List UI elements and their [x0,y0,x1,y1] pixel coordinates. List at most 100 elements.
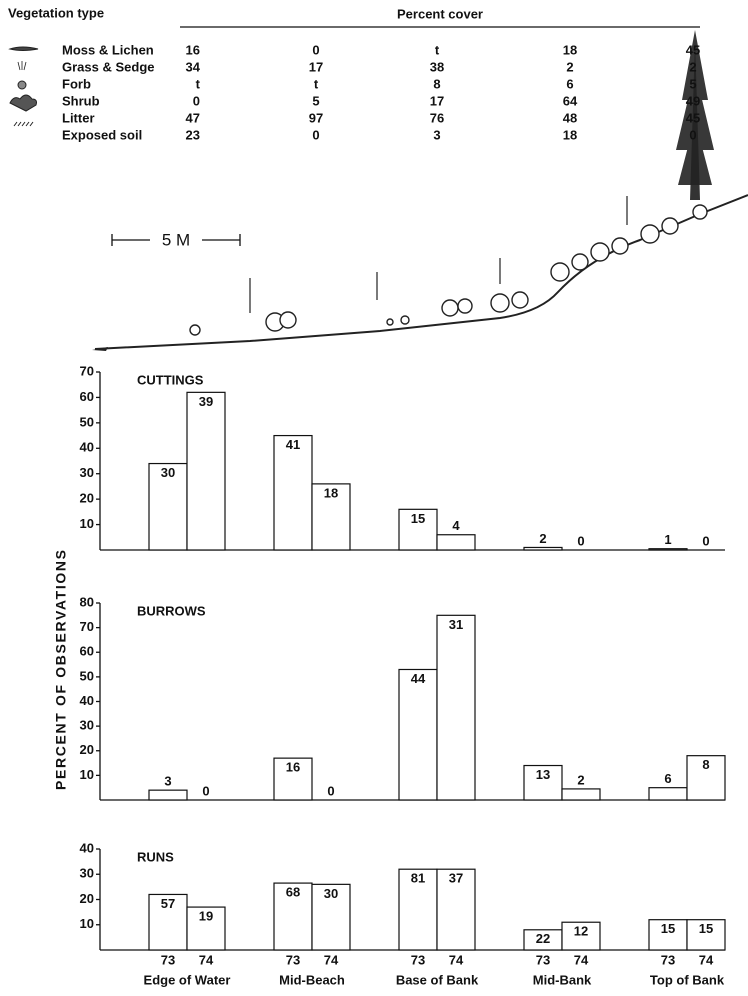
y-tick-label: 50 [80,668,94,683]
table-cell: 18 [563,127,577,142]
table-cell: 23 [186,127,200,142]
y-tick-label: 10 [80,767,94,782]
table-cell: 0 [312,127,319,142]
bar [148,789,188,801]
table-cell: 6 [566,76,573,91]
y-tick-label: 30 [80,866,94,881]
x-tick-label: Top of Bank [650,972,725,987]
table-cell: 97 [309,110,323,125]
bar-count: 68 [286,885,300,900]
chart-title: CUTTINGS [137,372,204,387]
chart-title: RUNS [137,849,174,864]
bar-count: 12 [574,924,588,939]
bar-count: 31 [449,617,463,632]
chart-title: BURROWS [137,603,206,618]
bar [686,919,726,951]
series-label: 74 [324,952,339,967]
y-tick-label: 20 [80,891,94,906]
series-label: 73 [661,952,675,967]
bar-count: 18 [324,485,338,500]
table-cell: 45 [686,110,700,125]
x-tick-label: Base of Bank [396,972,479,987]
scale-bar [111,230,241,250]
table-cell: 17 [309,59,323,74]
table-cell: 48 [563,110,577,125]
x-tick-label: Mid-Beach [279,972,345,987]
bar-count: 30 [161,465,175,480]
bar-count: 8 [702,757,709,772]
table-cell: 49 [686,93,700,108]
x-tick-label: Mid-Bank [533,972,592,987]
bar [523,764,563,801]
table-cell: 0 [689,127,696,142]
legend-icons [8,46,39,127]
table-cell: 5 [689,76,696,91]
table-cell: 3 [433,127,440,142]
series-label: 74 [699,952,714,967]
bar-count: 15 [661,921,675,936]
y-tick-label: 70 [80,619,94,634]
bar [561,788,601,801]
bar-count: 15 [699,921,713,936]
table-cell: 0 [312,42,319,57]
bar-count: 19 [199,909,213,924]
table-cell: 0 [193,93,200,108]
bar-count: 44 [411,671,426,686]
bar-count: 16 [286,760,300,775]
y-axis-label: PERCENT OF OBSERVATIONS [53,550,69,790]
table-cell: 38 [430,59,444,74]
bar [186,906,226,951]
table-cell: 5 [312,93,319,108]
bar [648,919,688,951]
table-cell: t [196,76,201,91]
row-label: Grass & Sedge [62,59,155,74]
bar-count: 57 [161,896,175,911]
bar-count: 1 [664,532,671,547]
bar [436,534,476,551]
bar-count: 13 [536,767,550,782]
bar [148,893,188,951]
bar-count: 4 [452,518,460,533]
bar-count: 15 [411,511,425,526]
y-tick-label: 10 [80,516,94,531]
table-cell: 8 [433,76,440,91]
y-tick-label: 20 [80,742,94,757]
y-tick-label: 40 [80,693,94,708]
y-tick-label: 30 [80,718,94,733]
y-tick-label: 40 [80,440,94,455]
bar [186,391,226,551]
y-tick-label: 40 [80,840,94,855]
y-tick-label: 60 [80,389,94,404]
bar-count: 22 [536,931,550,946]
bar [398,668,438,801]
bar-count: 2 [577,772,584,787]
scale-label: 5 M [162,230,190,249]
table-cell: 45 [686,42,700,57]
bar-count: 6 [664,771,671,786]
bar-count: 39 [199,394,213,409]
table-header: Vegetation type [8,5,104,20]
transect [92,30,748,351]
bar [273,757,313,801]
y-tick-label: 60 [80,644,94,659]
bar [273,882,313,951]
table-cell: 18 [563,42,577,57]
table-cell: 76 [430,110,444,125]
table-cell: t [314,76,319,91]
y-tick-label: 70 [80,363,94,378]
series-label: 74 [199,952,214,967]
bar [436,868,476,951]
bar [398,508,438,551]
table-cell: 17 [430,93,444,108]
table-cell: 47 [186,110,200,125]
series-label: 73 [536,952,550,967]
table-cell: 16 [186,42,200,57]
bar [561,921,601,951]
table-cell: 2 [689,59,696,74]
y-tick-label: 50 [80,414,94,429]
y-tick-label: 80 [80,594,94,609]
y-tick-label: 30 [80,465,94,480]
bar-count: 41 [286,437,300,452]
table-cell: 2 [566,59,573,74]
